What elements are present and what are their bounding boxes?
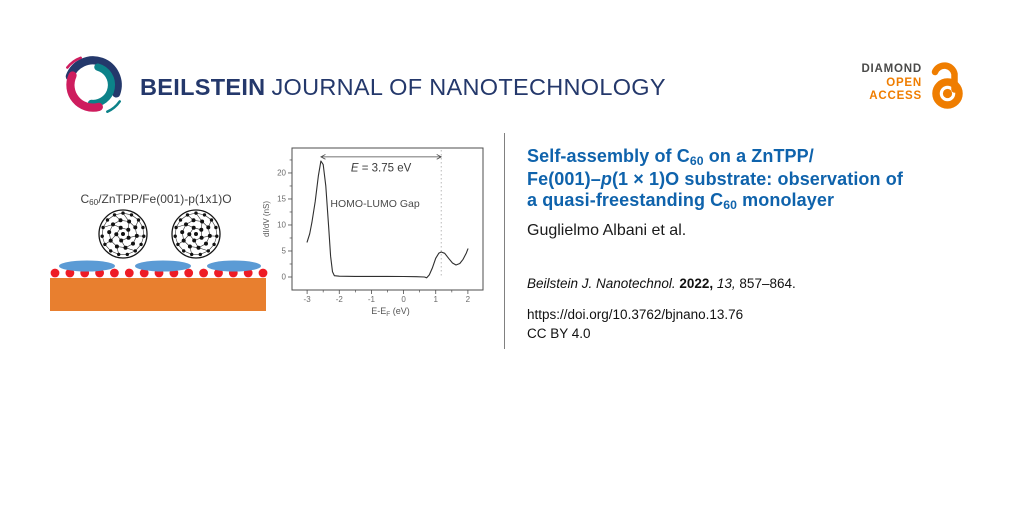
svg-text:15: 15 [277,195,286,204]
open-access-label: DIAMOND OPEN ACCESS [790,63,922,104]
svg-text:-3: -3 [304,295,312,304]
open-access-lock-icon [931,62,963,109]
svg-text:E-EF (eV): E-EF (eV) [371,306,410,318]
diamond-label: DIAMOND [861,63,922,75]
svg-text:10: 10 [277,221,286,230]
svg-text:E = 3.75 eV: E = 3.75 eV [351,162,412,174]
zntpp-molecule [135,260,191,272]
article-authors: Guglielmo Albani et al. [527,222,687,239]
journal-name-rest: JOURNAL OF NANOTECHNOLOGY [271,74,666,100]
substrate-schematic [50,209,268,311]
journal-name-bold: BEILSTEIN [140,74,266,100]
iron-substrate [50,278,266,311]
article-citation: Beilstein J. Nanotechnol. 2022, 13, 857–… [527,276,796,291]
svg-text:dI/dV (nS): dI/dV (nS) [262,201,271,237]
article-title-line: a quasi-freestanding C60 monolayer [527,190,835,213]
journal-wordmark: BEILSTEIN JOURNAL OF NANOTECHNOLOGY [140,73,666,101]
access-label: ACCESS [869,90,922,102]
article-doi-link[interactable]: https://doi.org/10.3762/bjnano.13.76 [527,307,744,322]
schematic-label: C60/ZnTPP/Fe(001)-p(1x1)O [80,192,232,208]
svg-text:-1: -1 [368,295,376,304]
svg-text:20: 20 [277,169,286,178]
svg-text:5: 5 [282,247,287,256]
svg-text:HOMO-LUMO Gap: HOMO-LUMO Gap [330,198,419,210]
svg-text:2: 2 [466,295,471,304]
article-title-line: Fe(001)–p(1 × 1)O substrate: observation… [527,169,903,189]
beilstein-logo-icon [65,56,122,113]
svg-text:0: 0 [282,273,287,282]
zntpp-molecule [59,260,115,272]
svg-text:1: 1 [434,295,439,304]
zntpp-molecule [207,260,261,272]
c60-fullerenes [98,209,221,259]
article-title-line: Self-assembly of C60 on a ZnTPP/ [527,146,814,169]
svg-text:0: 0 [401,295,406,304]
vertical-divider [504,133,505,349]
article-license: CC BY 4.0 [527,326,591,341]
open-label: OPEN [886,76,922,89]
article-title: Self-assembly of C60 on a ZnTPP/ Fe(001)… [527,146,903,213]
svg-text:-2: -2 [336,295,344,304]
